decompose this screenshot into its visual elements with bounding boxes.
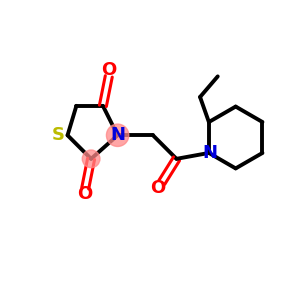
Circle shape [82, 150, 100, 168]
Text: S: S [52, 126, 65, 144]
Text: O: O [101, 61, 116, 80]
Text: O: O [150, 179, 165, 197]
Circle shape [106, 124, 129, 146]
Text: N: N [110, 126, 125, 144]
Text: N: N [203, 144, 218, 162]
Text: O: O [78, 185, 93, 203]
